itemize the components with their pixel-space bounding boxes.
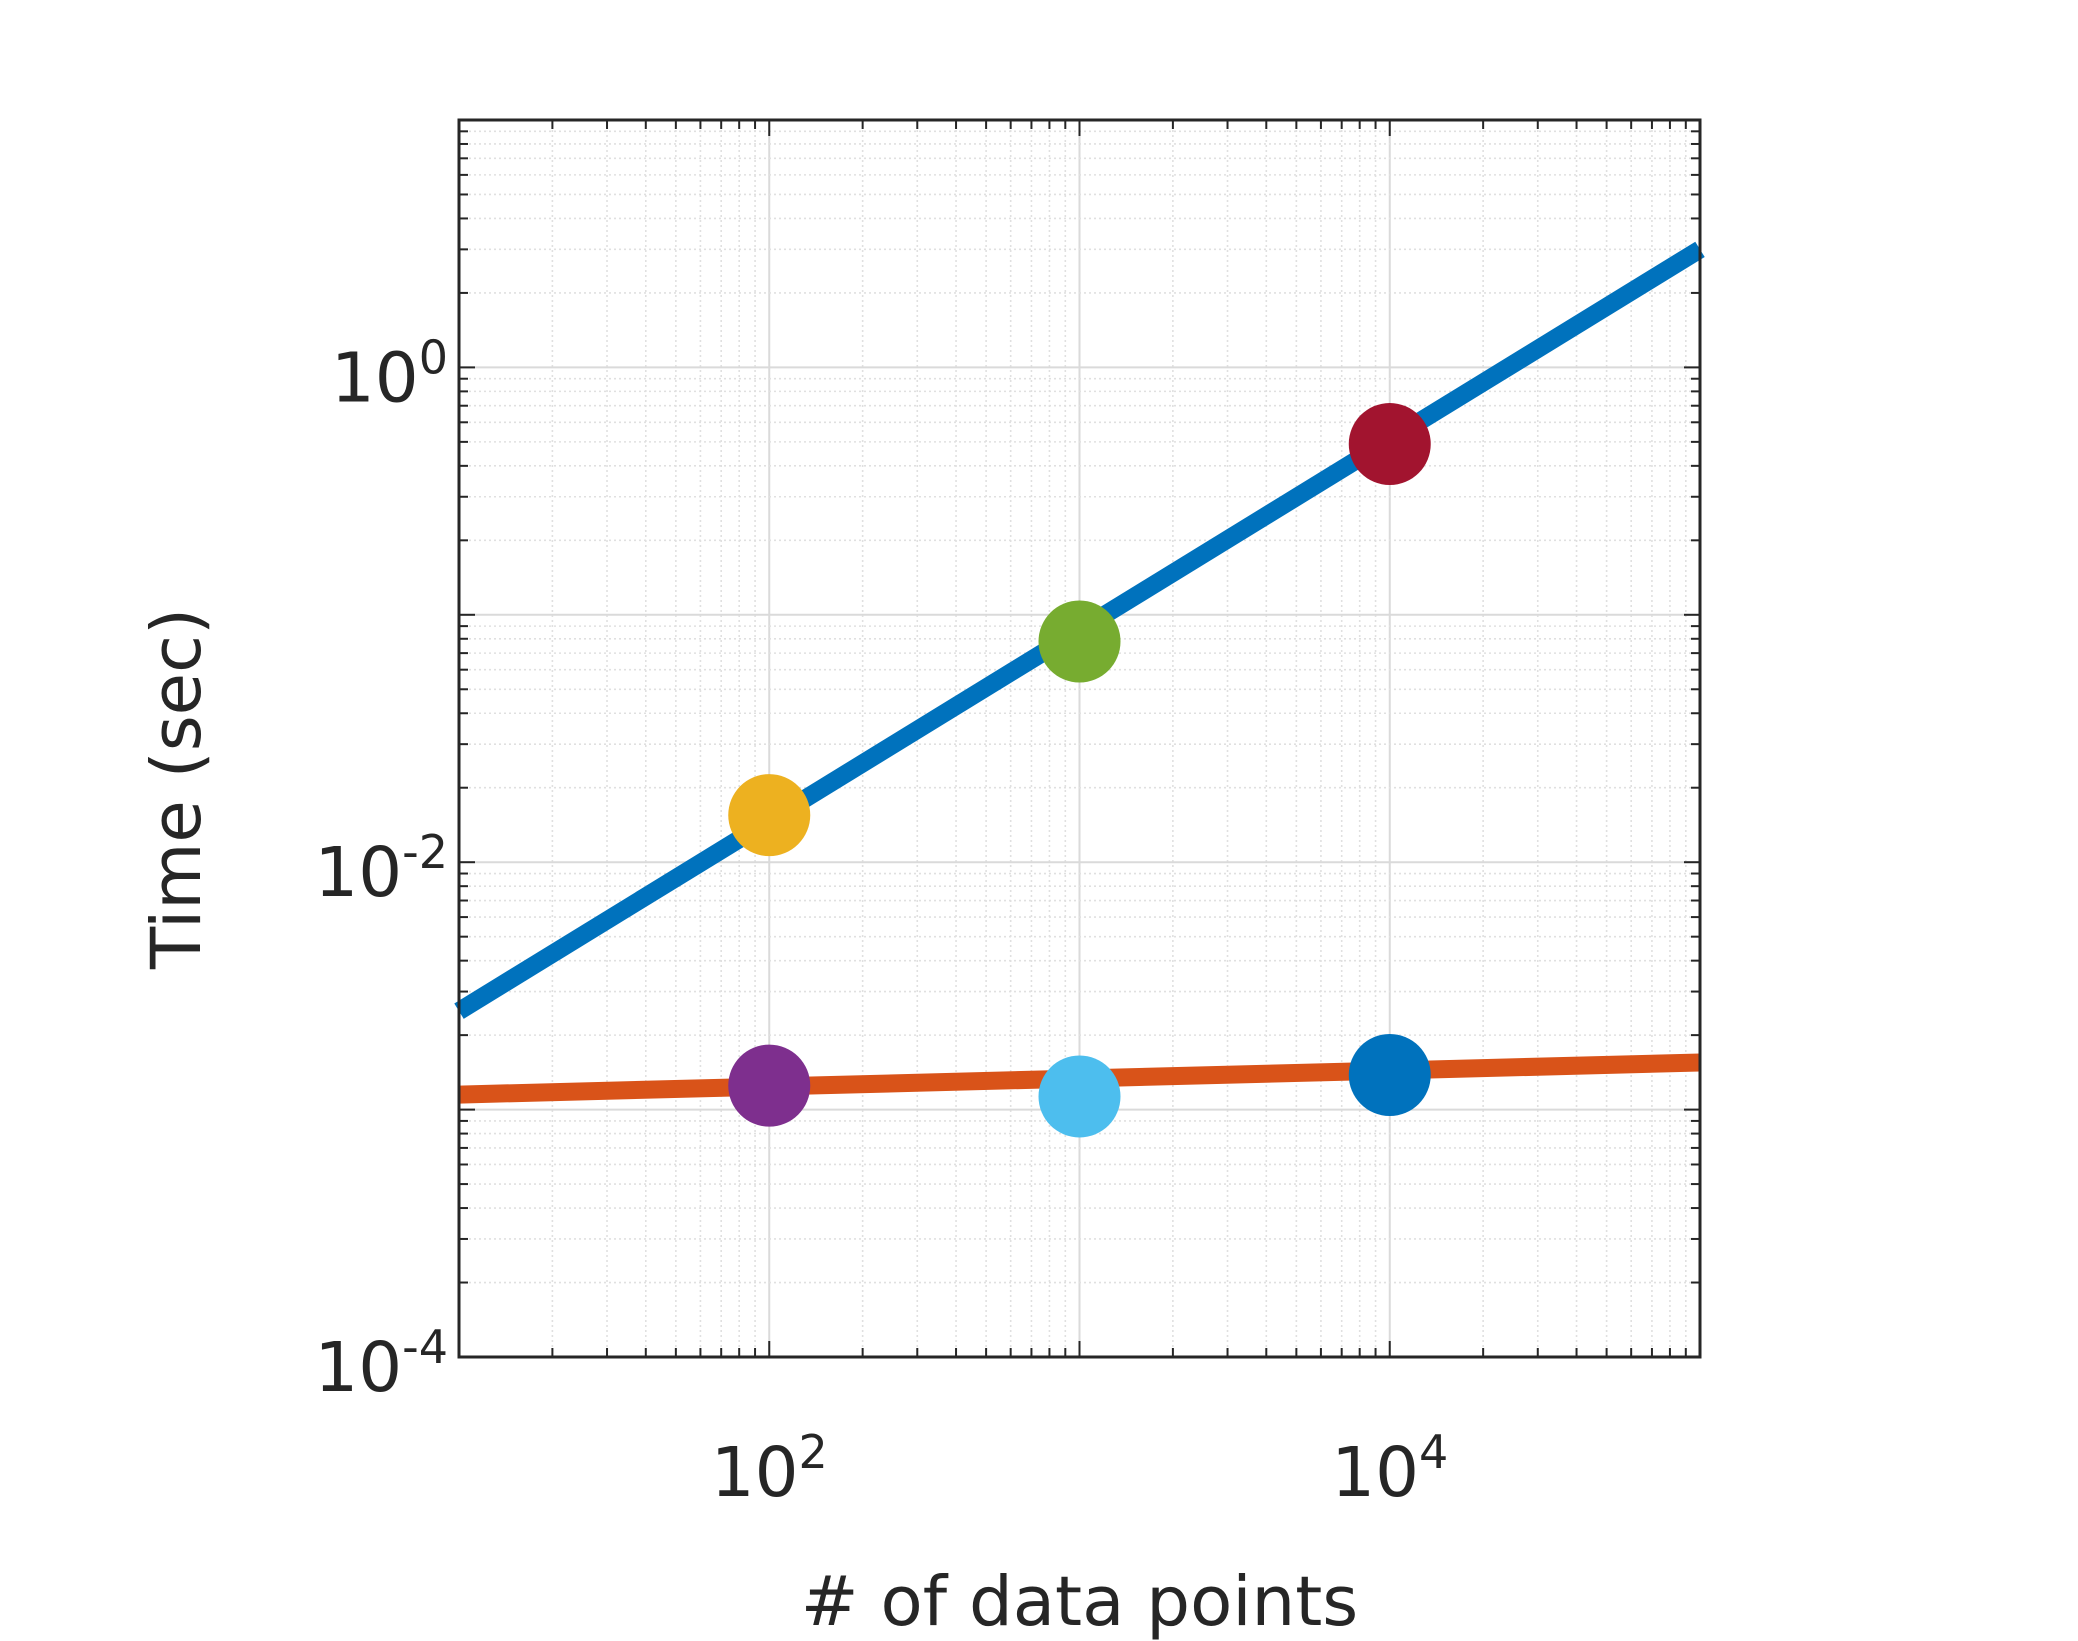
tick-labels: 102 104 10-4 10-2 100 <box>314 330 1448 1513</box>
data-point-marker <box>728 1044 811 1127</box>
data-point-marker <box>1348 403 1431 486</box>
data-point-marker <box>1348 1033 1431 1116</box>
y-tick-label: 10-2 <box>314 825 448 913</box>
data-point-marker <box>1038 1055 1121 1138</box>
y-tick-label: 100 <box>331 330 448 418</box>
data-point-marker <box>728 774 811 857</box>
grid <box>459 120 1700 1357</box>
data-point-marker <box>1038 600 1121 683</box>
plot-frame <box>457 118 1702 1359</box>
x-tick-label: 102 <box>711 1425 828 1513</box>
data-markers <box>728 403 1431 1138</box>
y-tick-label: 10-4 <box>314 1320 448 1408</box>
x-tick-label: 104 <box>1331 1425 1448 1513</box>
x-axis-label: # of data points <box>801 1562 1358 1641</box>
y-axis-label: Time (sec) <box>137 608 217 970</box>
